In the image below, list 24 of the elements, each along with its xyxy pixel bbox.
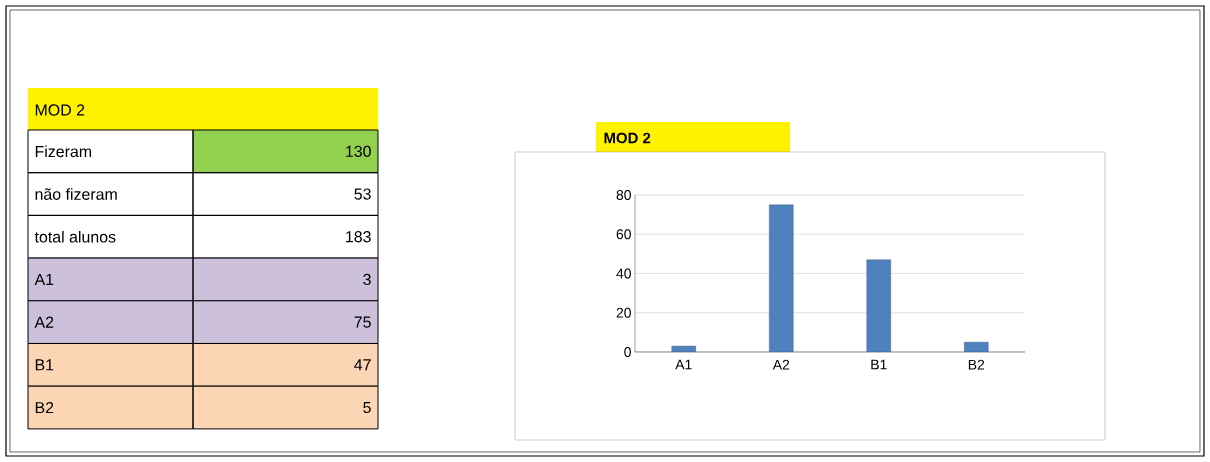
y-tick-label: 80 [616,190,631,200]
category-label: A1 [34,273,54,285]
text: total alunos [34,230,116,243]
x-tick-label: A2 [772,359,790,370]
category-label: A2 [34,316,54,328]
y-tick-label: 0 [624,347,631,357]
x-tick-label: A1 [675,359,692,370]
category-label: B2 [35,401,54,414]
text: 5 [363,401,371,414]
x-tick-label: B2 [968,359,985,370]
y-tick-label: 60 [616,229,631,240]
text: 47 [354,359,371,371]
y-tick-label: 20 [616,307,631,318]
chart-title: MOD 2 [604,132,651,144]
y-tick-label: 40 [616,268,631,279]
chart-title: MOD 2 [35,104,85,116]
text: 53 [354,188,371,200]
text: 130 [346,145,371,157]
text: 183 [346,231,371,243]
text: Fizeram [35,145,92,158]
text: 3 [363,273,371,286]
text: não fizeram [35,188,117,200]
x-tick-label: B1 [871,359,887,370]
text: 75 [354,316,371,328]
